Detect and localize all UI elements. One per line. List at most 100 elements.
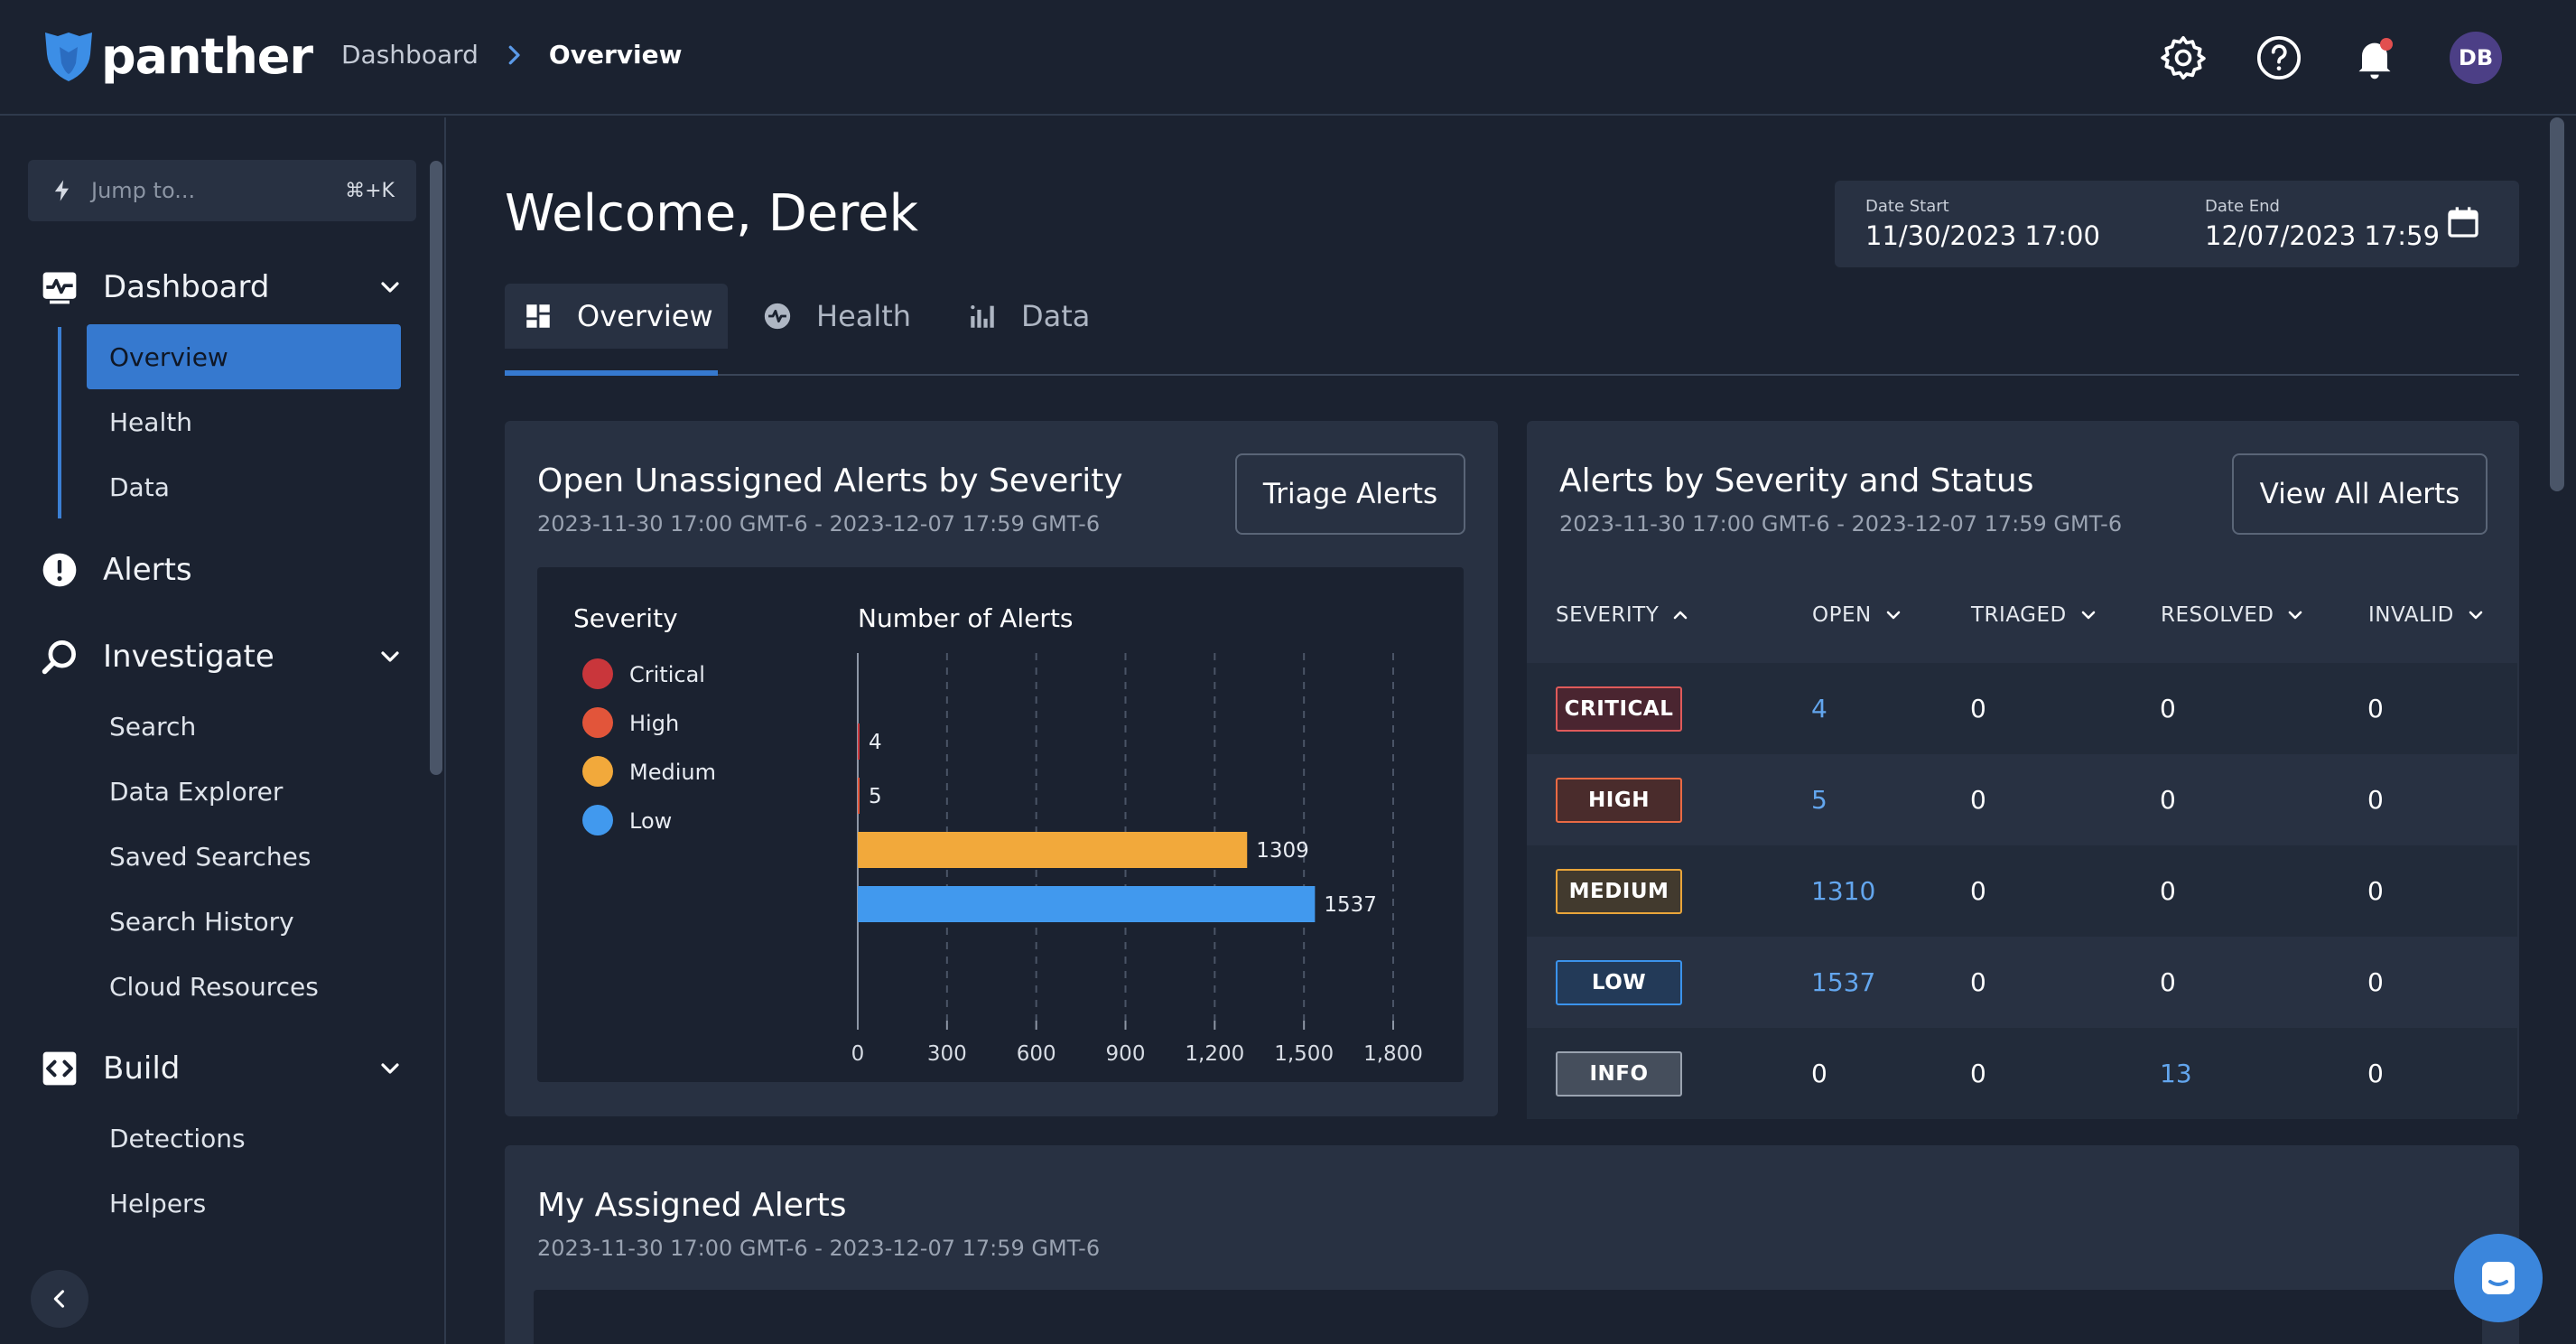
table-row[interactable]: MEDIUM 1310 0 0 0: [1527, 845, 2517, 937]
open-count[interactable]: 5: [1811, 785, 1827, 815]
column-label: INVALID: [2368, 603, 2454, 627]
x-tick-label: 300: [927, 1042, 967, 1066]
settings-button[interactable]: [2158, 33, 2209, 83]
resolved-count[interactable]: 13: [2160, 1059, 2192, 1088]
tab-label: Data: [1021, 299, 1091, 333]
date-range-picker[interactable]: Date Start 11/30/2023 17:00 Date End 12/…: [1835, 181, 2519, 267]
dashboard-group-line: [58, 327, 61, 518]
legend-title: Severity: [573, 603, 678, 633]
sidebar-item-search-history[interactable]: Search History: [109, 906, 294, 937]
breadcrumb-dashboard[interactable]: Dashboard: [341, 40, 479, 70]
triaged-count: 0: [1970, 876, 1986, 906]
sidebar-item-data-explorer[interactable]: Data Explorer: [109, 776, 284, 807]
dashboard-tabs: Overview Health Data: [505, 284, 2519, 376]
card-title: Open Unassigned Alerts by Severity: [537, 462, 1123, 499]
lightning-icon: [54, 180, 69, 201]
breadcrumb-current: Overview: [548, 40, 683, 70]
x-tick-label: 1,800: [1363, 1042, 1423, 1066]
invalid-count: 0: [2367, 1059, 2384, 1088]
grid-icon: [526, 304, 550, 328]
help-button[interactable]: [2254, 33, 2304, 83]
resolved-count: 0: [2160, 967, 2176, 997]
legend-label: Low: [629, 808, 672, 834]
sidebar-section-dashboard[interactable]: Dashboard: [40, 267, 405, 307]
sidebar-item-helpers[interactable]: Helpers: [109, 1188, 207, 1218]
sidebar-item-detections[interactable]: Detections: [109, 1123, 246, 1153]
legend-label: Medium: [629, 760, 716, 785]
bar-high[interactable]: [858, 778, 860, 814]
sidebar-item-search[interactable]: Search: [109, 711, 197, 742]
open-count[interactable]: 1310: [1811, 876, 1876, 906]
tab-health[interactable]: Health: [762, 284, 911, 349]
table-row[interactable]: CRITICAL 4 0 0 0: [1527, 663, 2517, 754]
table-row[interactable]: INFO 0 0 13 0: [1527, 1028, 2517, 1119]
breadcrumb: Dashboard Overview: [341, 40, 682, 70]
chevron-up-icon: [1673, 611, 1688, 620]
view-all-alerts-button[interactable]: View All Alerts: [2232, 453, 2488, 535]
sidebar-item-overview[interactable]: Overview: [87, 324, 401, 389]
chat-support-button[interactable]: [2454, 1234, 2543, 1322]
sidebar: Jump to... ⌘+K Dashboard Overview Health…: [0, 117, 446, 1344]
column-header-invalid[interactable]: INVALID: [2368, 567, 2487, 663]
tab-label: Overview: [577, 299, 713, 333]
sidebar-section-label: Investigate: [103, 639, 274, 675]
x-tick-label: 1,500: [1274, 1042, 1334, 1066]
chevron-down-icon[interactable]: [376, 273, 405, 302]
legend-swatch[interactable]: [582, 756, 613, 787]
collapse-sidebar-button[interactable]: [31, 1270, 88, 1328]
unassigned-alerts-card: Open Unassigned Alerts by Severity 2023-…: [505, 421, 1498, 1116]
user-avatar[interactable]: DB: [2450, 32, 2502, 84]
resolved-count: 0: [2160, 876, 2176, 906]
severity-bar-chart: Severity Number of Alerts Critical High Me…: [537, 567, 1464, 1082]
table-row[interactable]: HIGH 5 0 0 0: [1527, 754, 2517, 845]
x-tick-label: 0: [851, 1042, 865, 1066]
date-end-value[interactable]: 12/07/2023 17:59: [2205, 220, 2440, 251]
open-count[interactable]: 1537: [1811, 967, 1876, 997]
triaged-count: 0: [1970, 785, 1986, 815]
resolved-count: 0: [2160, 694, 2176, 723]
main-scrollbar[interactable]: [2550, 117, 2564, 491]
notification-dot: [2380, 38, 2393, 51]
legend-swatch[interactable]: [582, 805, 613, 835]
chevron-down-icon[interactable]: [376, 1054, 405, 1083]
triaged-count: 0: [1970, 1059, 1986, 1088]
pulse-icon: [764, 303, 791, 330]
triaged-count: 0: [1970, 967, 1986, 997]
panther-logo[interactable]: panther: [40, 27, 313, 85]
tab-overview[interactable]: Overview: [505, 284, 728, 349]
column-header-triaged[interactable]: TRIAGED: [1971, 567, 2099, 663]
sidebar-scrollbar[interactable]: [430, 161, 442, 775]
sidebar-item-data[interactable]: Data: [109, 471, 170, 502]
date-start-value[interactable]: 11/30/2023 17:00: [1865, 220, 2100, 251]
calendar-icon[interactable]: [2445, 204, 2481, 240]
legend-swatch[interactable]: [582, 707, 613, 738]
sidebar-section-alerts[interactable]: Alerts: [40, 550, 405, 590]
chart-x-title: Number of Alerts: [858, 603, 1074, 633]
column-header-open[interactable]: OPEN: [1812, 567, 1904, 663]
legend-swatch[interactable]: [582, 658, 613, 689]
bar-value-label: 4: [869, 731, 882, 754]
table-row[interactable]: LOW 1537 0 0 0: [1527, 937, 2517, 1028]
tab-data[interactable]: Data: [967, 284, 1090, 349]
bar-value-label: 1309: [1256, 839, 1309, 863]
triage-alerts-button[interactable]: Triage Alerts: [1235, 453, 1465, 535]
bar-low[interactable]: [858, 886, 1316, 922]
column-header-severity[interactable]: SEVERITY: [1556, 567, 1691, 663]
bar-critical[interactable]: [858, 723, 860, 760]
active-tab-indicator: [505, 370, 718, 376]
sidebar-item-health[interactable]: Health: [109, 406, 192, 437]
x-tick-label: 600: [1017, 1042, 1056, 1066]
sidebar-item-cloud-resources[interactable]: Cloud Resources: [109, 971, 319, 1002]
chart-canvas: Severity Number of Alerts Critical High Me…: [573, 603, 1423, 1066]
chevron-down-icon[interactable]: [376, 642, 405, 671]
jump-to-search[interactable]: Jump to... ⌘+K: [28, 160, 416, 221]
sidebar-section-build[interactable]: Build: [40, 1049, 405, 1088]
column-header-resolved[interactable]: RESOLVED: [2161, 567, 2306, 663]
bar-medium[interactable]: [858, 832, 1248, 868]
sidebar-section-investigate[interactable]: Investigate: [40, 637, 405, 677]
sidebar-item-saved-searches[interactable]: Saved Searches: [109, 841, 312, 872]
chevron-down-icon: [1886, 611, 1901, 620]
open-count[interactable]: 4: [1811, 694, 1827, 723]
notifications-button[interactable]: [2349, 33, 2400, 83]
bell-icon: [2358, 42, 2391, 79]
